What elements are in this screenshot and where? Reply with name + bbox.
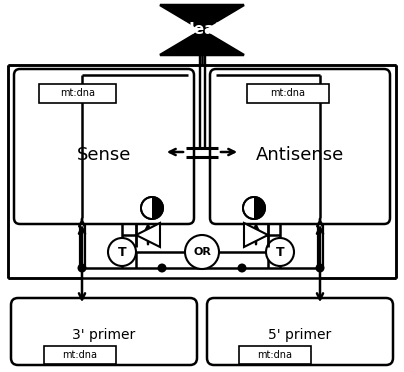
- Wedge shape: [254, 197, 265, 219]
- Text: mt:dna: mt:dna: [60, 89, 95, 99]
- Circle shape: [238, 263, 246, 273]
- FancyBboxPatch shape: [44, 346, 116, 364]
- FancyBboxPatch shape: [239, 346, 311, 364]
- Circle shape: [316, 263, 324, 273]
- FancyBboxPatch shape: [14, 69, 194, 224]
- FancyBboxPatch shape: [210, 69, 390, 224]
- FancyBboxPatch shape: [207, 298, 393, 365]
- Text: 3' primer: 3' primer: [72, 328, 136, 343]
- Circle shape: [108, 238, 136, 266]
- Polygon shape: [160, 5, 244, 30]
- Text: T: T: [276, 246, 284, 259]
- Text: T: T: [118, 246, 126, 259]
- Text: 5' primer: 5' primer: [268, 328, 332, 343]
- Text: mt:dna: mt:dna: [257, 350, 292, 360]
- Text: Antisense: Antisense: [256, 146, 344, 164]
- Circle shape: [158, 263, 166, 273]
- Text: mt:dna: mt:dna: [271, 89, 305, 99]
- Circle shape: [141, 197, 163, 219]
- Circle shape: [266, 238, 294, 266]
- Polygon shape: [160, 30, 244, 55]
- Polygon shape: [244, 223, 268, 247]
- Text: Heat: Heat: [181, 22, 223, 38]
- FancyBboxPatch shape: [11, 298, 197, 365]
- Polygon shape: [136, 223, 160, 247]
- Circle shape: [78, 263, 86, 273]
- Circle shape: [185, 235, 219, 269]
- Text: Sense: Sense: [77, 146, 131, 164]
- Text: mt:dna: mt:dna: [63, 350, 97, 360]
- Text: OR: OR: [193, 247, 211, 257]
- Wedge shape: [152, 197, 163, 219]
- FancyBboxPatch shape: [247, 84, 329, 103]
- FancyBboxPatch shape: [39, 84, 116, 103]
- Circle shape: [243, 197, 265, 219]
